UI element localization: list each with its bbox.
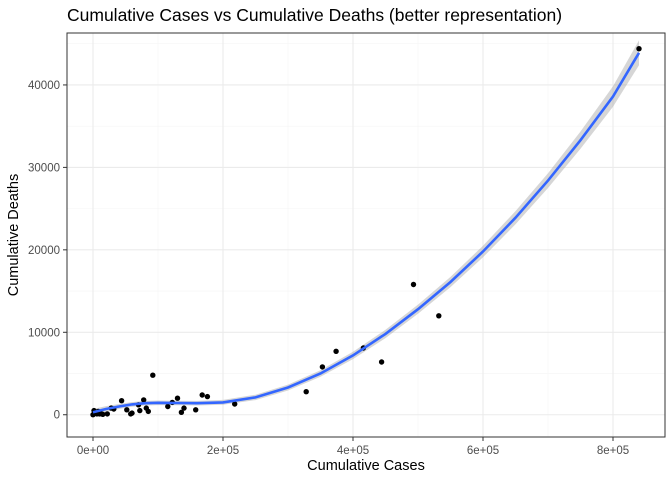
x-axis-title: Cumulative Cases bbox=[307, 458, 425, 474]
major-grid bbox=[67, 33, 665, 437]
data-point bbox=[204, 393, 211, 400]
data-point bbox=[150, 372, 156, 378]
data-point bbox=[178, 409, 185, 415]
data-point bbox=[129, 410, 135, 416]
plot-panel bbox=[66, 32, 666, 438]
data-point bbox=[319, 364, 326, 370]
x-tick-label: 4e+05 bbox=[337, 445, 369, 457]
panel-border bbox=[66, 32, 666, 438]
data-point bbox=[141, 397, 147, 403]
data-point bbox=[104, 411, 111, 417]
x-tick-label: 0e+00 bbox=[77, 445, 109, 457]
data-point bbox=[333, 348, 339, 354]
y-tick-label: 20000 bbox=[28, 245, 60, 257]
data-point bbox=[378, 359, 385, 365]
y-tick-label: 0 bbox=[54, 410, 60, 422]
data-point bbox=[303, 389, 309, 395]
smooth-line bbox=[92, 52, 641, 414]
data-point bbox=[124, 407, 130, 413]
x-axis: 0e+00 2e+05 4e+05 6e+05 8e+05 bbox=[77, 437, 629, 457]
x-tick-label: 2e+05 bbox=[207, 445, 239, 457]
data-point bbox=[193, 407, 199, 413]
y-tick-label: 40000 bbox=[28, 80, 60, 92]
y-axis-title: Cumulative Deaths bbox=[6, 174, 22, 297]
data-point bbox=[410, 281, 417, 288]
y-tick-label: 10000 bbox=[28, 327, 60, 339]
y-axis: 0 10000 20000 30000 40000 bbox=[28, 80, 67, 422]
x-tick-label: 6e+05 bbox=[467, 445, 499, 457]
minor-grid bbox=[67, 33, 665, 437]
data-point bbox=[165, 403, 171, 410]
data-point bbox=[137, 407, 143, 414]
data-point bbox=[199, 392, 205, 398]
data-point bbox=[174, 395, 181, 401]
chart-title: Cumulative Cases vs Cumulative Deaths (b… bbox=[67, 5, 562, 25]
data-point bbox=[232, 401, 238, 407]
data-point bbox=[436, 313, 442, 319]
data-point bbox=[145, 408, 151, 415]
y-tick-label: 30000 bbox=[28, 162, 60, 174]
data-point bbox=[636, 46, 642, 52]
data-point bbox=[118, 398, 125, 404]
data-point bbox=[100, 411, 106, 417]
panel-background bbox=[67, 33, 665, 437]
data-point bbox=[181, 405, 187, 411]
x-tick-label: 8e+05 bbox=[597, 445, 629, 457]
